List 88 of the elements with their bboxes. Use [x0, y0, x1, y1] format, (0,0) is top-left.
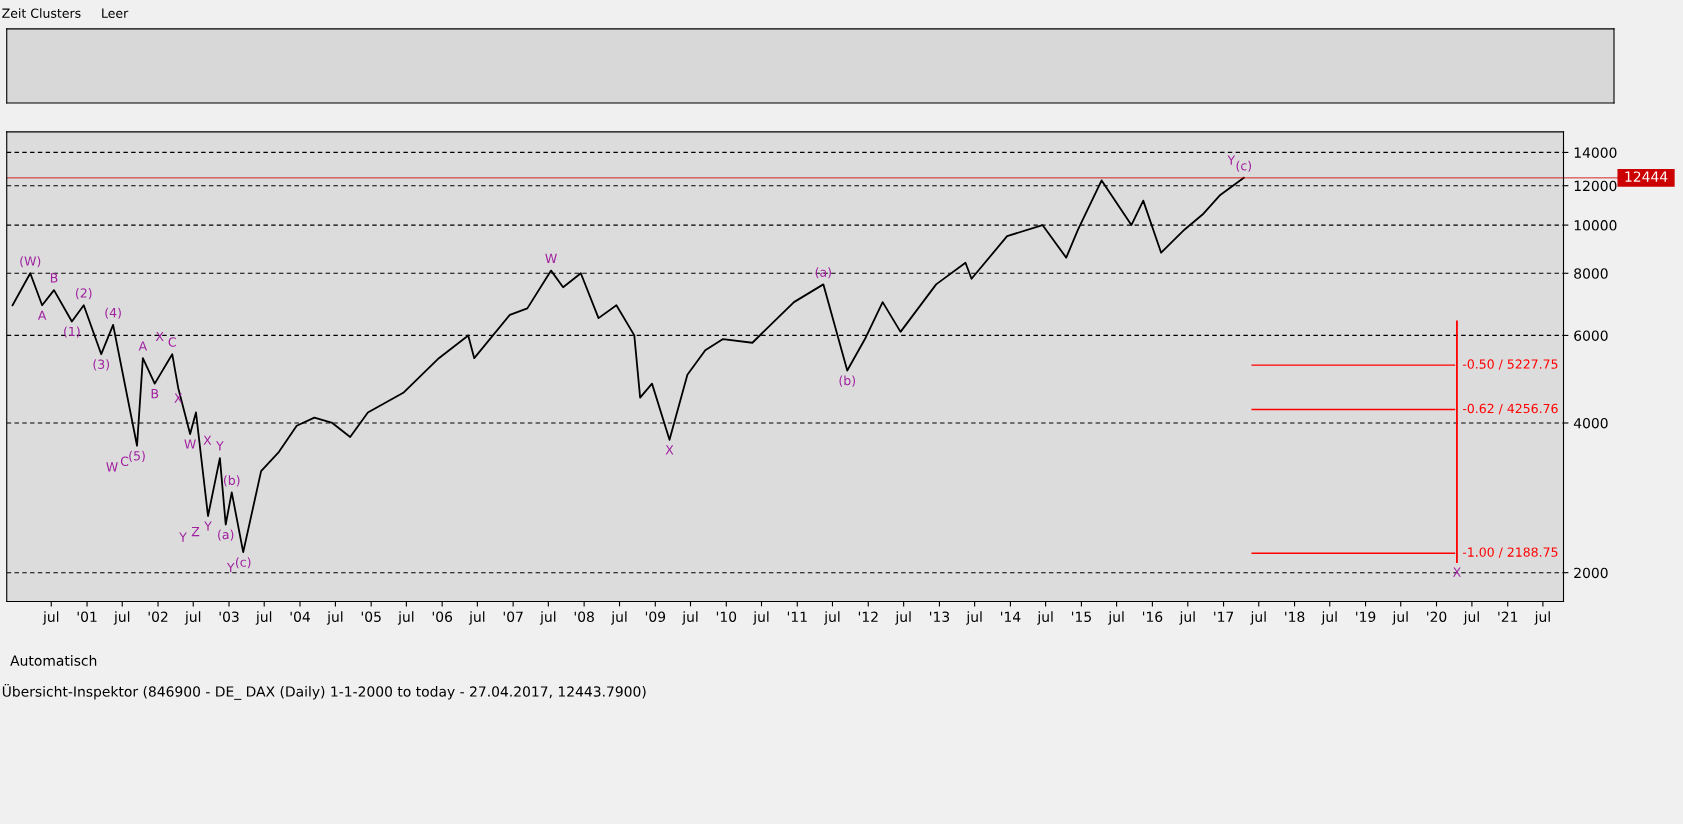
x-tick-label: jul	[611, 611, 627, 625]
annotation: (c)	[235, 557, 251, 569]
annotation: (5)	[129, 450, 145, 462]
x-tick-label: jul	[966, 611, 982, 625]
x-tick-label: '03	[219, 611, 239, 622]
annotation: X	[665, 445, 674, 455]
annotation: C	[120, 456, 129, 467]
x-tick-label: '07	[503, 611, 523, 622]
annotation: Y	[216, 441, 224, 451]
annotation: Y	[179, 532, 187, 542]
x-tick-label: jul	[1037, 611, 1053, 625]
annotation: (4)	[105, 307, 121, 319]
x-tick-label: '02	[148, 611, 168, 622]
x-tick-label: '05	[361, 611, 381, 622]
x-tick-label: jul	[1108, 611, 1124, 625]
y-tick-label: 2000	[1574, 567, 1608, 579]
annotation: W	[545, 253, 557, 263]
text: Automatisch	[10, 655, 97, 666]
x-tick-label: jul	[1250, 611, 1266, 625]
x-tick-label: '19	[1356, 611, 1376, 622]
annotation: (2)	[75, 288, 92, 300]
annotation: Z	[191, 527, 200, 537]
ref-line-label: 12444	[1625, 171, 1668, 182]
y-tick-label: 4000	[1573, 417, 1608, 429]
x-tick-label: jul	[326, 611, 343, 625]
annotation: (W)	[20, 256, 41, 268]
ref-line-label: -0.62 / 4256.76	[1462, 403, 1558, 415]
annotation: (a)	[218, 529, 234, 541]
x-tick-label: jul	[1179, 611, 1195, 625]
annotation: W	[106, 462, 118, 472]
text: Zeit Clusters	[2, 8, 81, 18]
y-tick-label: 8000	[1574, 268, 1608, 279]
text: Übersicht-Inspektor (846900 - DE_ DAX (Daily) 1-1-2000 to today - 27.04.2017, 12443.7900)	[2, 683, 646, 700]
x-tick-label: '06	[432, 611, 453, 622]
x-tick-label: '12	[858, 611, 878, 622]
x-tick-label: jul	[255, 611, 272, 625]
annotation: (1)	[64, 326, 80, 338]
x-tick-label: '11	[787, 611, 807, 622]
y-tick-label: 14000	[1574, 147, 1617, 158]
x-tick-label: jul	[397, 611, 414, 625]
annotation: (c)	[1236, 160, 1252, 172]
annotation: C	[168, 337, 176, 347]
y-tick-label: 12000	[1574, 180, 1617, 192]
x-tick-label: '14	[1001, 611, 1021, 622]
x-tick-label: jul	[895, 611, 911, 625]
x-tick-label: jul	[113, 611, 130, 625]
x-tick-label: '17	[1214, 611, 1234, 622]
y-tick-label: 10000	[1574, 220, 1617, 231]
text: Leer	[102, 8, 129, 18]
y-tick-label: 6000	[1574, 330, 1608, 341]
annotation: X	[1453, 567, 1461, 577]
x-tick-label: jul	[468, 611, 485, 625]
annotation: B	[151, 389, 159, 399]
annotation: X	[203, 435, 212, 445]
annotation: W	[184, 439, 196, 449]
x-tick-label: '16	[1142, 611, 1163, 622]
x-tick-label: jul	[1321, 611, 1337, 625]
x-tick-label: '08	[574, 611, 594, 622]
x-tick-label: '21	[1498, 611, 1518, 622]
x-tick-label: jul	[682, 611, 698, 625]
annotation: A	[37, 310, 47, 320]
x-tick-label: jul	[184, 611, 201, 625]
annotation: Y	[226, 563, 235, 573]
x-tick-label: '10	[716, 611, 737, 622]
x-tick-label: '01	[77, 611, 97, 622]
x-tick-label: '04	[290, 611, 310, 622]
x-tick-label: jul	[823, 611, 840, 625]
x-tick-label: jul	[1463, 611, 1479, 625]
annotation: Y	[1227, 155, 1236, 165]
x-tick-label: '09	[645, 611, 666, 622]
x-tick-label: '20	[1427, 611, 1447, 622]
x-tick-label: '13	[930, 611, 950, 622]
annotation: Y	[204, 521, 212, 531]
x-tick-label: jul	[1392, 611, 1408, 625]
annotation: B	[50, 273, 58, 283]
annotation: A	[138, 341, 148, 351]
x-tick-label: jul	[42, 611, 59, 625]
annotation: (b)	[839, 375, 856, 387]
ref-line-label: -1.00 / 2188.75	[1462, 547, 1558, 558]
annotation: (b)	[223, 475, 240, 487]
x-tick-label: jul	[752, 611, 769, 625]
annotation: (3)	[93, 359, 110, 371]
annotation: (a)	[815, 267, 831, 279]
ref-line-label: -0.50 / 5227.75	[1462, 359, 1558, 370]
x-tick-label: jul	[1534, 611, 1550, 625]
x-tick-label: '18	[1285, 611, 1305, 622]
x-tick-label: '15	[1071, 611, 1091, 622]
x-tick-label: jul	[539, 611, 556, 625]
